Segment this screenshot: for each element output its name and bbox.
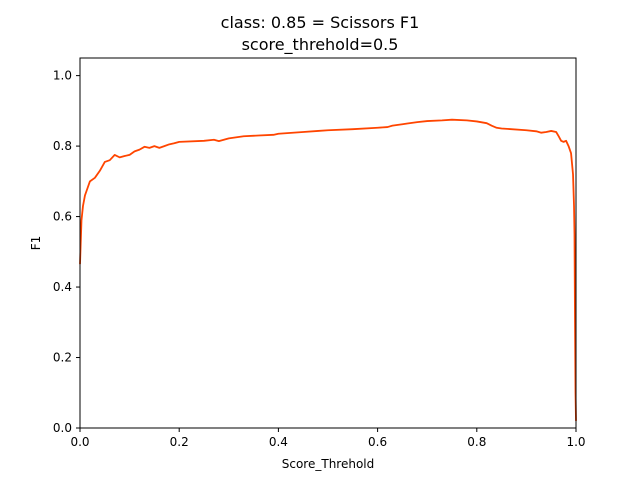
y-tick-label: 0.8 (53, 139, 72, 153)
y-tick-label: 0.0 (53, 421, 72, 435)
y-axis-ticks: 0.0 0.2 0.4 0.6 0.8 1.0 (53, 69, 80, 435)
y-tick-label: 0.4 (53, 280, 72, 294)
y-axis-label: F1 (29, 236, 43, 251)
x-tick-label: 1.0 (566, 435, 585, 449)
series-layer (79, 118, 577, 421)
x-tick-label: 0.8 (467, 435, 486, 449)
y-tick-label: 0.6 (53, 210, 72, 224)
chart-subtitle: score_threhold=0.5 (242, 35, 399, 55)
x-tick-label: 0.6 (368, 435, 387, 449)
x-tick-label: 0.2 (170, 435, 189, 449)
y-tick-label: 1.0 (53, 69, 72, 83)
x-axis-label: Score_Threhold (282, 457, 375, 471)
x-tick-label: 0.4 (269, 435, 288, 449)
chart-title: class: 0.85 = Scissors F1 (221, 13, 420, 32)
x-axis-ticks: 0.0 0.2 0.4 0.6 0.8 1.0 (70, 428, 586, 449)
plot-area-frame (79, 57, 577, 429)
f1-series-line (79, 118, 577, 421)
x-tick-label: 0.0 (70, 435, 89, 449)
y-tick-label: 0.2 (53, 351, 72, 365)
